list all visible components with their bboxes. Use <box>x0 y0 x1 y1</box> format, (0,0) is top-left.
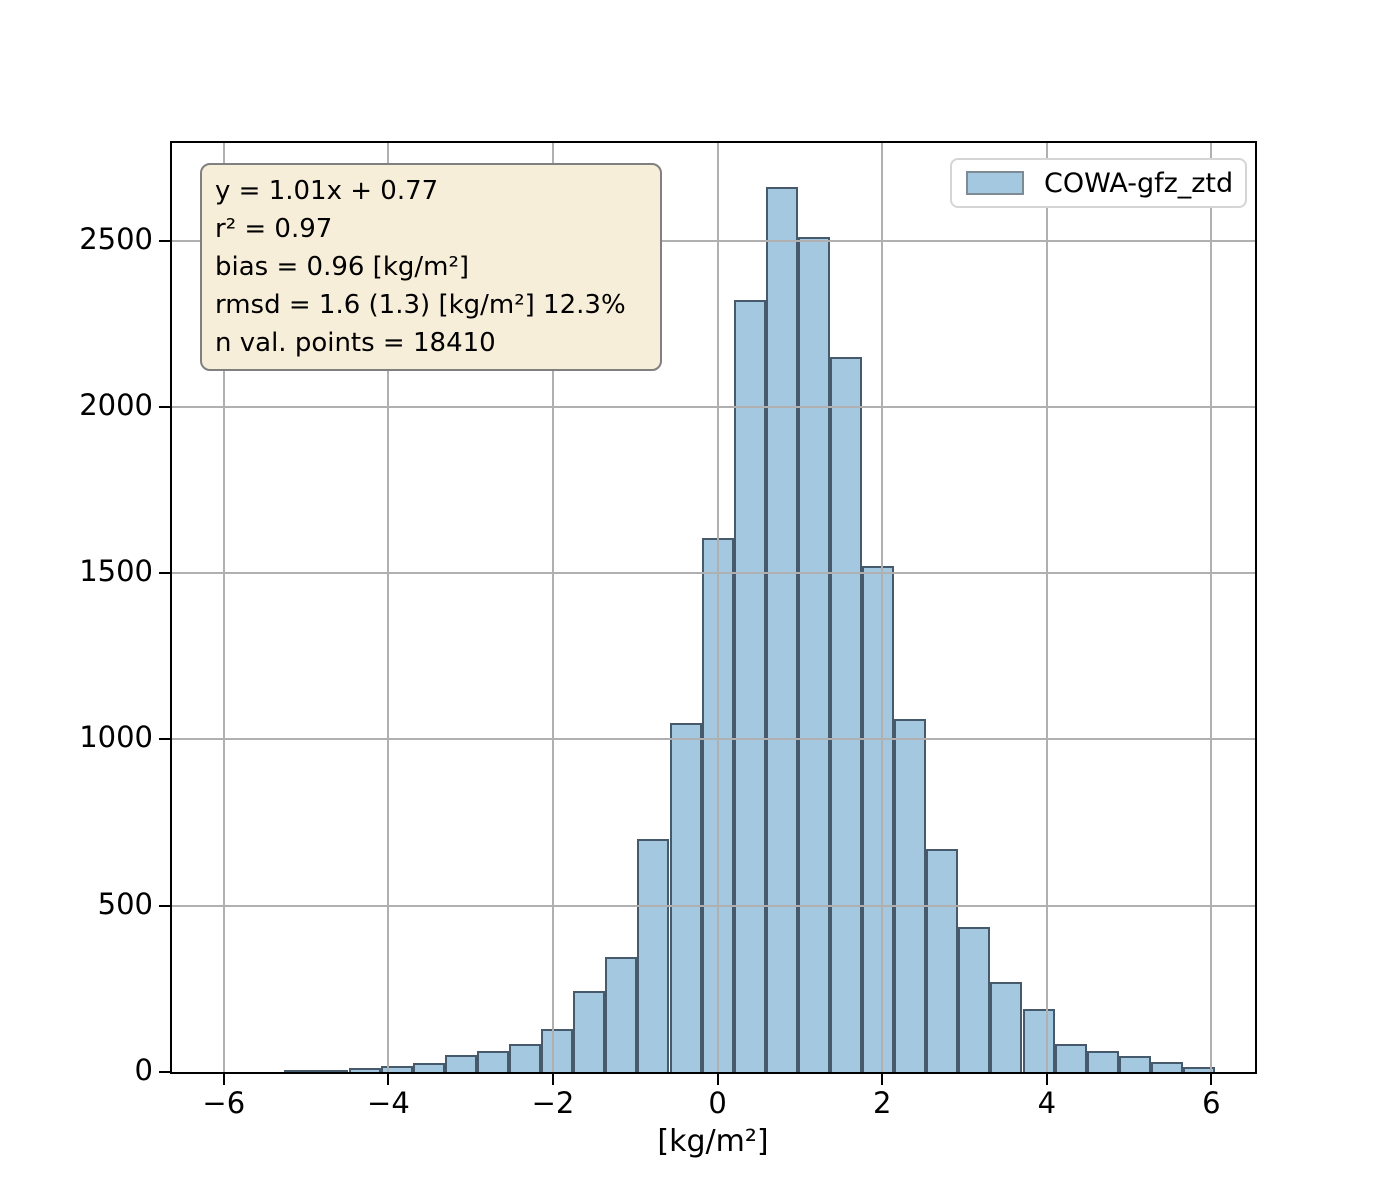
vertical-gridline <box>1045 143 1048 1072</box>
y-axis-tick <box>159 239 170 242</box>
histogram-bar <box>637 839 670 1072</box>
histogram-bar <box>1022 1008 1055 1072</box>
plot-area <box>170 141 1257 1074</box>
x-axis-tick <box>1210 1074 1213 1085</box>
histogram-bar <box>797 237 830 1072</box>
histogram-bar <box>733 300 766 1072</box>
vertical-gridline <box>387 143 390 1072</box>
histogram-bar <box>541 1028 574 1072</box>
stats-line-rmsd: rmsd = 1.6 (1.3) [kg/m²] 12.3% <box>215 290 626 320</box>
x-axis-tick-label: 6 <box>1202 1086 1221 1120</box>
histogram-bar <box>1086 1051 1119 1072</box>
vertical-gridline <box>222 143 225 1072</box>
x-axis-label: [kg/m²] <box>657 1124 769 1159</box>
stats-line-n-val-points: n val. points = 18410 <box>215 328 496 358</box>
histogram-bar <box>1150 1062 1183 1072</box>
y-axis-tick <box>159 1071 170 1073</box>
x-axis-tick <box>881 1074 884 1085</box>
horizontal-gridline <box>172 405 1255 408</box>
y-axis-tick <box>159 904 170 907</box>
histogram-bar <box>1118 1056 1151 1072</box>
y-axis-tick-label: 2500 <box>79 221 153 256</box>
histogram-bar <box>1054 1043 1087 1072</box>
horizontal-gridline <box>172 904 1255 907</box>
legend-color-patch <box>966 171 1024 195</box>
histogram-bar <box>605 957 638 1072</box>
histogram-bar <box>1183 1067 1216 1072</box>
x-axis-tick <box>387 1074 390 1085</box>
x-axis-tick-label: 0 <box>708 1086 727 1120</box>
histogram-bar <box>958 927 991 1072</box>
histogram-bar <box>573 990 606 1072</box>
legend: COWA-gfz_ztd <box>950 158 1247 208</box>
histogram-bar <box>894 719 927 1072</box>
y-axis-tick-label: 2000 <box>79 387 153 422</box>
plot-canvas <box>172 143 1255 1072</box>
x-axis-tick-label: 4 <box>1037 1086 1057 1120</box>
stats-line-r-squared: r² = 0.97 <box>215 214 333 244</box>
x-axis-tick <box>552 1074 554 1085</box>
stats-line-fit-equation: y = 1.01x + 0.77 <box>215 176 439 206</box>
histogram-bar <box>476 1051 509 1072</box>
histogram-bar <box>380 1066 413 1072</box>
vertical-gridline <box>881 143 884 1072</box>
legend-label: COWA-gfz_ztd <box>1044 167 1234 199</box>
vertical-gridline <box>1210 143 1213 1072</box>
histogram-bar <box>509 1043 542 1072</box>
x-axis-tick-label: −6 <box>202 1086 246 1120</box>
horizontal-gridline <box>172 738 1255 741</box>
y-axis-tick-label: 0 <box>134 1053 153 1087</box>
x-axis-tick-label: −4 <box>367 1086 410 1120</box>
histogram-bar <box>990 982 1023 1072</box>
x-axis-tick-label: 2 <box>872 1086 892 1120</box>
histogram-bar <box>412 1063 445 1072</box>
y-axis-tick-label: 1500 <box>79 554 153 589</box>
y-axis-tick <box>159 738 170 741</box>
x-axis-tick <box>222 1074 225 1085</box>
stats-annotation-box: y = 1.01x + 0.77 r² = 0.97 bias = 0.96 [… <box>200 163 662 371</box>
x-axis-tick <box>1045 1074 1048 1085</box>
stats-line-bias: bias = 0.96 [kg/m²] <box>215 252 470 282</box>
histogram-bar <box>284 1070 317 1072</box>
histogram-bar <box>669 722 702 1072</box>
horizontal-gridline <box>172 239 1255 242</box>
histogram-bar <box>765 187 798 1072</box>
horizontal-gridline <box>172 572 1255 575</box>
histogram-bar <box>926 848 959 1072</box>
histogram-bar <box>348 1068 381 1072</box>
y-axis-tick-label: 1000 <box>79 720 153 755</box>
vertical-gridline <box>552 143 554 1072</box>
y-axis-tick <box>159 405 170 408</box>
vertical-gridline <box>716 143 719 1072</box>
y-axis-tick <box>159 572 170 575</box>
histogram-bar <box>316 1069 349 1072</box>
histogram-bar <box>862 566 895 1072</box>
x-axis-tick <box>716 1074 719 1085</box>
histogram-bar <box>829 356 862 1072</box>
y-axis-tick-label: 500 <box>97 886 153 921</box>
x-axis-tick-label: −2 <box>531 1086 575 1120</box>
histogram-bar <box>444 1055 477 1072</box>
